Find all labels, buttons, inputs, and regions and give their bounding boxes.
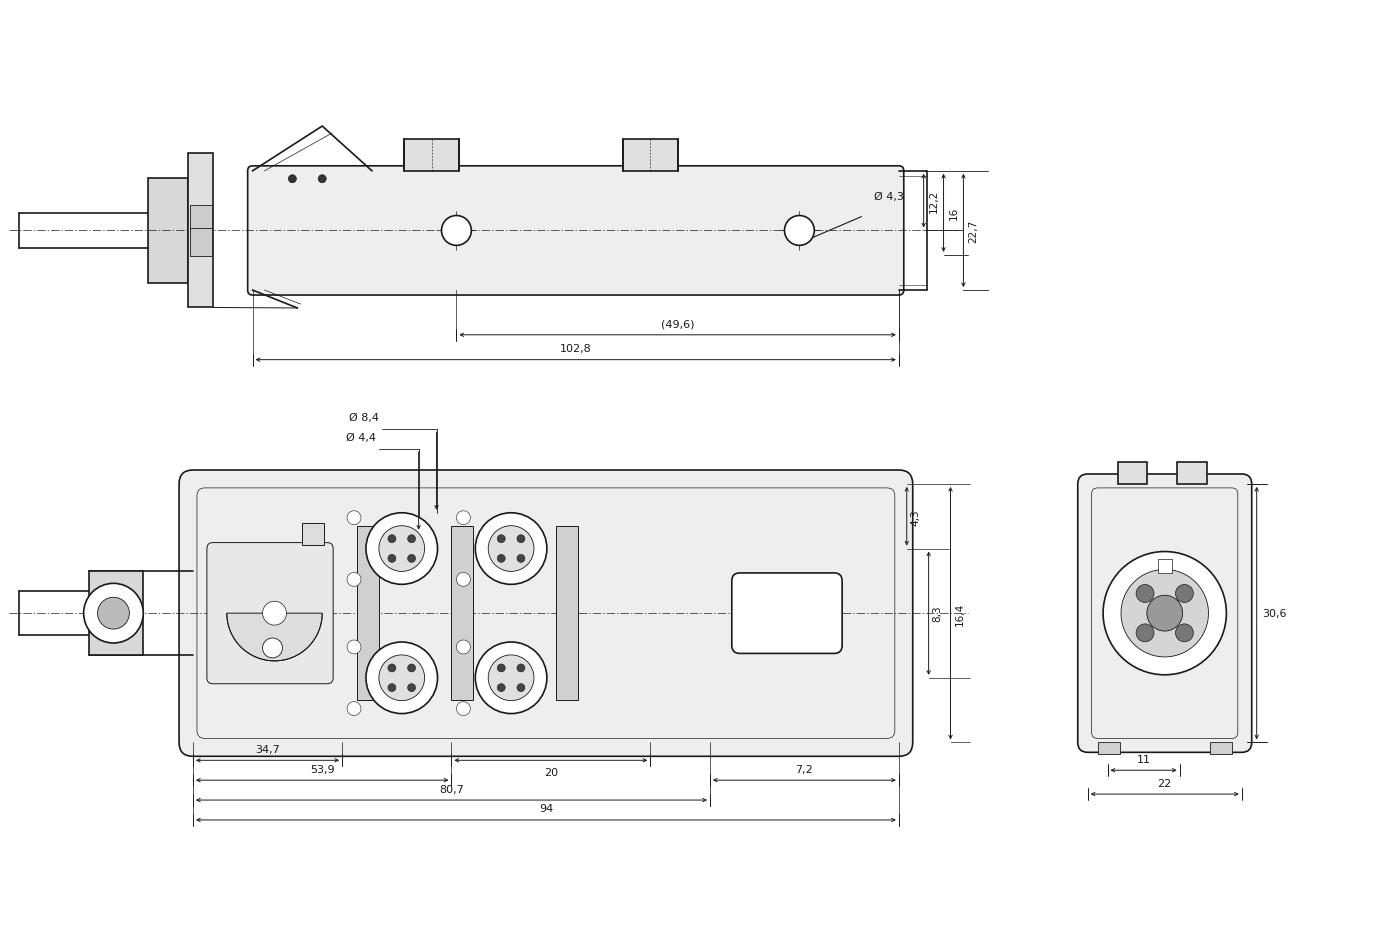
FancyBboxPatch shape (1078, 475, 1252, 752)
Circle shape (517, 535, 526, 543)
Circle shape (367, 514, 438, 584)
Circle shape (498, 683, 505, 692)
Circle shape (1175, 585, 1193, 603)
Circle shape (388, 683, 396, 692)
Circle shape (785, 216, 814, 246)
Circle shape (456, 702, 470, 716)
Circle shape (1175, 624, 1193, 642)
Bar (452, 527, 474, 700)
Circle shape (367, 642, 438, 714)
Circle shape (1136, 585, 1154, 603)
Circle shape (475, 514, 546, 584)
Circle shape (1147, 596, 1182, 632)
Text: 16: 16 (948, 207, 959, 220)
Text: 34,7: 34,7 (255, 744, 280, 754)
Text: 22: 22 (1157, 778, 1172, 788)
Text: 94: 94 (538, 803, 553, 814)
Circle shape (517, 683, 526, 692)
Circle shape (388, 535, 396, 543)
Text: Ø 4,4: Ø 4,4 (346, 432, 376, 443)
Circle shape (318, 176, 326, 183)
Text: 16,4: 16,4 (955, 602, 965, 625)
Text: 22,7: 22,7 (969, 220, 979, 243)
Bar (148, 179, 188, 283)
Circle shape (488, 655, 534, 700)
Circle shape (347, 640, 361, 654)
Text: Ø 4,3: Ø 4,3 (874, 192, 903, 201)
Circle shape (1121, 570, 1209, 657)
Circle shape (517, 665, 526, 672)
FancyBboxPatch shape (248, 167, 903, 295)
Text: Ø 8,4: Ø 8,4 (348, 413, 379, 423)
Circle shape (517, 555, 526, 563)
Circle shape (488, 526, 534, 572)
Bar (1210, 743, 1232, 754)
Bar (89, 571, 144, 656)
Text: 12,2: 12,2 (928, 190, 938, 213)
Wedge shape (227, 614, 322, 661)
Circle shape (456, 640, 470, 654)
Bar (357, 527, 379, 700)
Circle shape (456, 573, 470, 587)
Circle shape (407, 535, 415, 543)
Circle shape (347, 512, 361, 525)
Bar (556, 527, 577, 700)
Circle shape (379, 655, 425, 700)
Text: 4,3: 4,3 (910, 509, 920, 525)
Text: 102,8: 102,8 (560, 344, 591, 354)
Circle shape (1103, 552, 1227, 675)
Circle shape (98, 598, 130, 630)
Circle shape (1136, 624, 1154, 642)
Bar (1097, 743, 1119, 754)
Circle shape (407, 665, 415, 672)
Circle shape (456, 512, 470, 525)
Bar (1118, 463, 1147, 484)
Text: 11: 11 (1136, 754, 1150, 764)
Text: 53,9: 53,9 (309, 764, 335, 774)
Circle shape (498, 555, 505, 563)
Circle shape (388, 555, 396, 563)
Circle shape (347, 573, 361, 587)
Circle shape (347, 702, 361, 716)
Circle shape (84, 583, 144, 643)
Circle shape (379, 526, 425, 572)
Bar (1158, 560, 1172, 574)
Text: 80,7: 80,7 (439, 784, 464, 794)
Bar (190, 229, 212, 257)
Bar (188, 154, 213, 308)
Bar (190, 206, 212, 233)
Bar (404, 140, 459, 172)
Text: 30,6: 30,6 (1263, 609, 1287, 618)
Circle shape (498, 535, 505, 543)
Circle shape (262, 638, 283, 658)
FancyBboxPatch shape (206, 543, 333, 684)
Circle shape (262, 601, 286, 626)
Circle shape (442, 216, 471, 246)
Bar (623, 140, 677, 172)
Circle shape (407, 555, 415, 563)
Text: (49,6): (49,6) (661, 319, 694, 329)
Bar (1177, 463, 1207, 484)
Circle shape (498, 665, 505, 672)
FancyBboxPatch shape (732, 573, 842, 654)
Circle shape (289, 176, 297, 183)
Text: 7,2: 7,2 (796, 764, 813, 774)
Circle shape (475, 642, 546, 714)
Text: 8,3: 8,3 (933, 605, 942, 622)
Circle shape (407, 683, 415, 692)
Bar (302, 523, 325, 545)
Text: 20: 20 (544, 767, 558, 777)
FancyBboxPatch shape (178, 470, 913, 756)
Circle shape (388, 665, 396, 672)
